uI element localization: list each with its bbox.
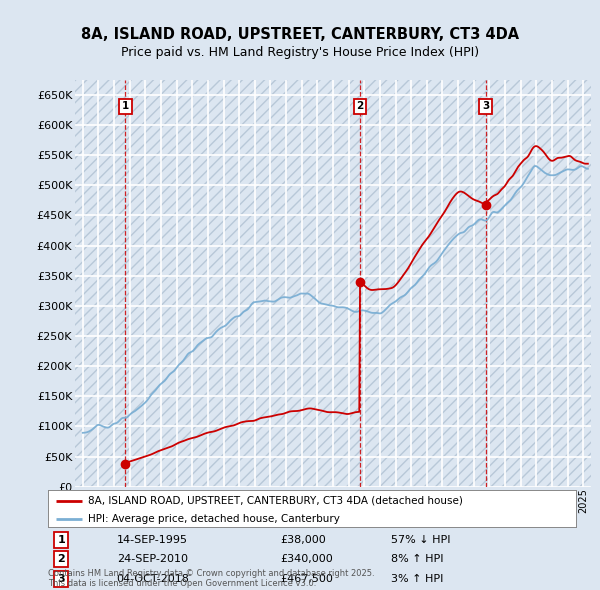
- Text: 57% ↓ HPI: 57% ↓ HPI: [391, 535, 451, 545]
- Text: 8A, ISLAND ROAD, UPSTREET, CANTERBURY, CT3 4DA: 8A, ISLAND ROAD, UPSTREET, CANTERBURY, C…: [81, 27, 519, 41]
- Text: £38,000: £38,000: [280, 535, 326, 545]
- Text: 8A, ISLAND ROAD, UPSTREET, CANTERBURY, CT3 4DA (detached house): 8A, ISLAND ROAD, UPSTREET, CANTERBURY, C…: [88, 496, 463, 506]
- Text: 2: 2: [58, 554, 65, 564]
- Text: 1: 1: [122, 101, 129, 111]
- Text: Contains HM Land Registry data © Crown copyright and database right 2025.
This d: Contains HM Land Registry data © Crown c…: [48, 569, 374, 588]
- Text: 04-OCT-2018: 04-OCT-2018: [116, 574, 190, 584]
- Text: 3% ↑ HPI: 3% ↑ HPI: [391, 574, 443, 584]
- Text: 14-SEP-1995: 14-SEP-1995: [116, 535, 188, 545]
- Text: £340,000: £340,000: [280, 554, 333, 564]
- Text: 24-SEP-2010: 24-SEP-2010: [116, 554, 188, 564]
- Text: £467,500: £467,500: [280, 574, 333, 584]
- Text: 3: 3: [58, 574, 65, 584]
- Text: 8% ↑ HPI: 8% ↑ HPI: [391, 554, 444, 564]
- Text: HPI: Average price, detached house, Canterbury: HPI: Average price, detached house, Cant…: [88, 514, 340, 524]
- Text: Price paid vs. HM Land Registry's House Price Index (HPI): Price paid vs. HM Land Registry's House …: [121, 46, 479, 59]
- Text: 1: 1: [58, 535, 65, 545]
- Text: 3: 3: [482, 101, 489, 111]
- Text: 2: 2: [356, 101, 364, 111]
